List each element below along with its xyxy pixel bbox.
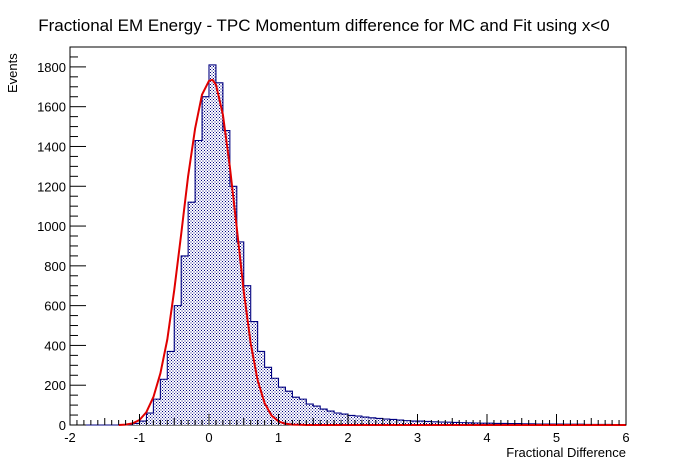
histogram-bin	[452, 422, 460, 425]
histogram-bin	[257, 351, 265, 425]
y-tick-label: 1000	[37, 219, 66, 234]
fit-curve	[118, 78, 626, 426]
histogram-bin	[222, 130, 230, 425]
histogram-bin	[236, 241, 244, 425]
histogram-bin	[403, 420, 411, 425]
x-tick-label: 2	[344, 430, 351, 445]
histogram-bin	[250, 321, 258, 425]
histogram-bin	[229, 186, 237, 425]
histogram-bin	[306, 404, 314, 425]
histogram-bin	[445, 422, 453, 425]
histogram-bin	[146, 413, 154, 425]
histogram-bin	[174, 305, 182, 425]
histogram-bin	[348, 415, 355, 425]
chart-title: Fractional EM Energy - TPC Momentum diff…	[38, 16, 609, 35]
histogram-bin	[264, 367, 272, 425]
histogram-bin	[243, 285, 251, 425]
y-tick-label: 1400	[37, 139, 66, 154]
histogram-bin	[354, 416, 362, 425]
y-tick-label: 400	[44, 338, 66, 353]
x-tick-label: 1	[275, 430, 282, 445]
y-tick-label: 1800	[37, 60, 66, 75]
x-axis-label: Fractional Difference	[506, 445, 626, 460]
histogram-bin	[410, 421, 418, 425]
histogram-bin	[459, 422, 467, 425]
y-tick-label: 600	[44, 299, 66, 314]
histogram-bin	[438, 422, 446, 425]
x-tick-label: 4	[483, 430, 490, 445]
histogram-bin	[368, 417, 376, 425]
histogram-bin	[320, 409, 328, 425]
histogram-bin	[132, 423, 140, 425]
histogram-bin	[278, 387, 286, 425]
histogram-bin	[202, 96, 209, 425]
x-tick-label: -1	[134, 430, 146, 445]
x-tick-label: 0	[205, 430, 212, 445]
plot-area: -2 -1 0 1 2 3 4 5 6 0 200 400 600 800 1000 1200 1400 1600…	[37, 46, 630, 445]
histogram-bin	[153, 399, 161, 425]
histogram-bin	[215, 82, 223, 426]
histogram-bin	[313, 406, 321, 425]
y-tick-label: 200	[44, 378, 66, 393]
histogram-bin	[188, 202, 196, 425]
histogram-bin	[139, 421, 147, 425]
y-axis-label: Events	[5, 53, 20, 93]
histogram-bin	[160, 379, 168, 425]
histogram-outline	[70, 64, 626, 426]
histogram-bin	[466, 422, 474, 425]
histogram-bin	[299, 399, 307, 425]
histogram-bin	[361, 417, 369, 425]
histogram-bin	[209, 64, 216, 425]
histogram-bin	[167, 351, 175, 425]
histogram-bin	[181, 255, 189, 425]
y-tick-label: 1200	[37, 179, 66, 194]
histogram-bin	[292, 397, 300, 425]
histogram-bin	[389, 419, 397, 425]
x-tick-label: -2	[64, 430, 76, 445]
x-tick-label: 5	[553, 430, 560, 445]
histogram-bin	[424, 421, 432, 425]
histogram-bin	[375, 418, 383, 425]
y-tick-label: 800	[44, 259, 66, 274]
histogram-bin	[382, 419, 390, 425]
plot-frame	[69, 46, 627, 426]
histogram-bin	[271, 378, 279, 425]
y-tick-label: 1600	[37, 100, 66, 115]
histogram-bin	[396, 420, 404, 425]
histogram-bin	[334, 413, 342, 425]
x-tick-label: 3	[414, 430, 421, 445]
x-tick-label: 6	[622, 430, 629, 445]
histogram-bin	[417, 421, 425, 425]
histogram-bin	[285, 391, 293, 425]
y-tick-label: 0	[59, 418, 66, 433]
histogram-bin	[341, 414, 348, 425]
histogram-bin	[195, 140, 203, 426]
histogram-bin	[431, 421, 439, 425]
histogram-bin	[327, 411, 335, 425]
